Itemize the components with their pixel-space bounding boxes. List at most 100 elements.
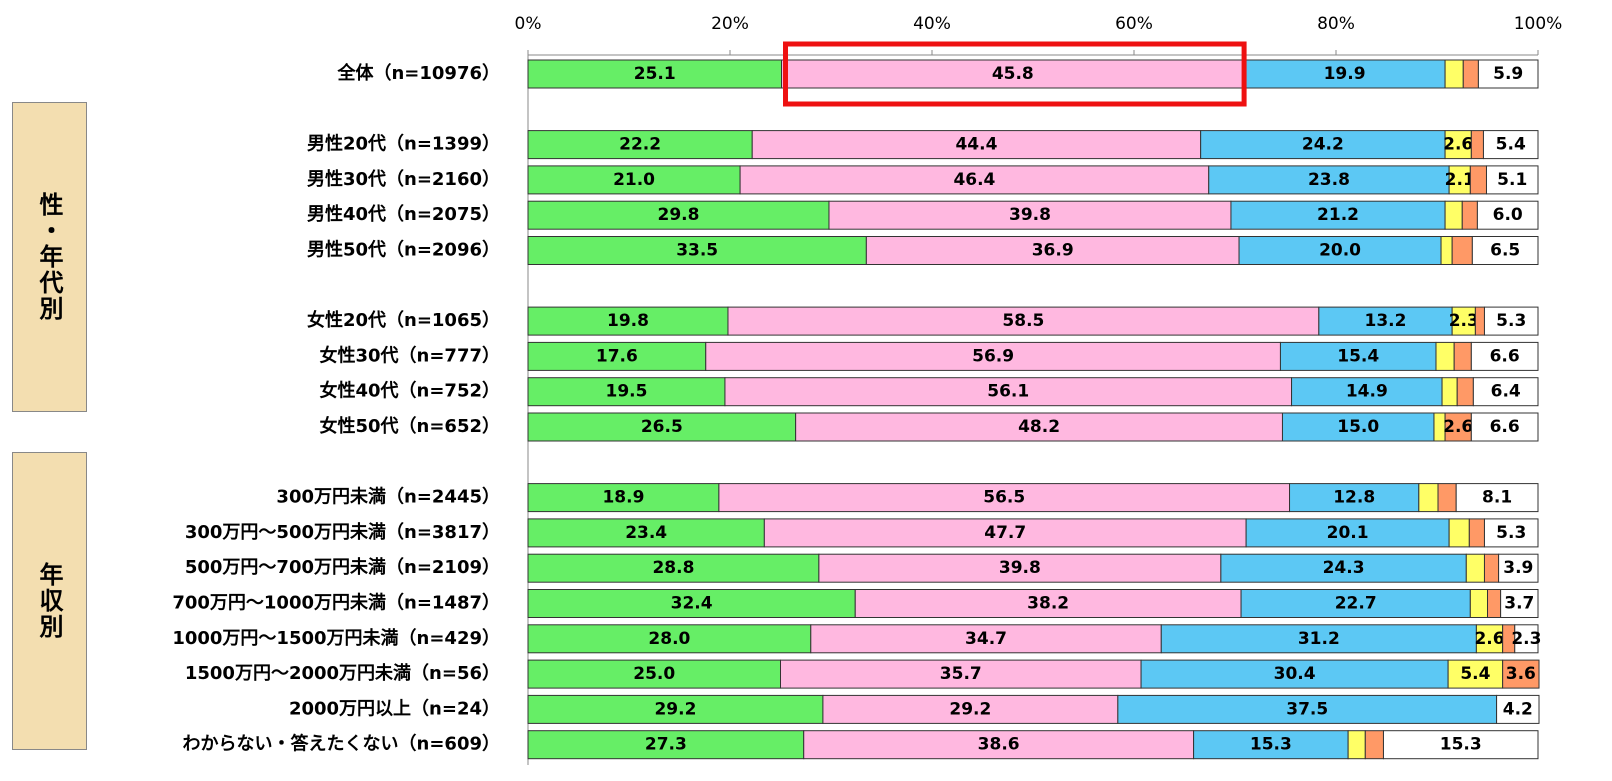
bar-segment	[1483, 553, 1500, 583]
bar-segment	[1281, 412, 1435, 442]
group-box: 年収別	[12, 452, 87, 750]
data-label: 15.3	[1250, 735, 1292, 755]
data-label: 21.0	[613, 170, 655, 190]
category-label: 男性50代（n=2096）	[307, 239, 500, 261]
bar-segment	[527, 694, 824, 724]
bar-segment	[1230, 200, 1446, 230]
bar-segment	[751, 130, 1202, 160]
data-label: 38.6	[978, 735, 1020, 755]
bar-segment	[1477, 59, 1539, 89]
bar-segment	[1193, 730, 1349, 760]
bar-segment	[828, 200, 1232, 230]
data-label: 28.0	[648, 629, 690, 649]
bar-segment	[1444, 130, 1472, 160]
bar-segment	[1140, 659, 1449, 689]
bar-segment	[527, 130, 753, 160]
bar-segment	[527, 589, 856, 618]
category-label: 男性30代（n=2160）	[307, 168, 500, 190]
data-label: 38.2	[1027, 594, 1069, 614]
bar-segment	[1347, 730, 1366, 760]
category-label: 300万円未満（n=2445）	[276, 486, 500, 508]
data-label: 39.8	[999, 558, 1041, 578]
bar-segment	[527, 59, 783, 89]
data-label: 2.3	[1449, 311, 1479, 331]
data-label: 3.9	[1503, 558, 1533, 578]
bar-segment	[1474, 306, 1485, 336]
bar-segment	[705, 341, 1281, 371]
bar-segment	[739, 165, 1210, 195]
data-label: 46.4	[953, 170, 995, 190]
data-label: 35.7	[940, 664, 982, 684]
data-label: 2.6	[1443, 417, 1473, 437]
data-label: 15.0	[1337, 417, 1379, 437]
data-label: 2.6	[1443, 135, 1473, 155]
data-label: 2.1	[1445, 170, 1475, 190]
data-label: 8.1	[1482, 488, 1512, 508]
data-label: 6.6	[1490, 346, 1520, 366]
data-label: 22.7	[1335, 594, 1377, 614]
bar-segment	[1444, 200, 1463, 230]
bar-segment	[1382, 730, 1539, 760]
category-label: わからない・答えたくない（n=609）	[183, 733, 500, 755]
data-label: 25.1	[634, 64, 676, 84]
bar-segment	[1483, 306, 1539, 336]
bar-segment	[795, 412, 1283, 442]
bar-segment	[1470, 412, 1539, 442]
bar-segment	[803, 730, 1195, 760]
data-label: 32.4	[671, 594, 713, 614]
bar-segment	[1435, 341, 1455, 371]
data-label: 13.2	[1365, 311, 1407, 331]
bar-segment	[527, 306, 729, 336]
data-label: 47.7	[984, 523, 1026, 543]
bar-segment	[1441, 377, 1458, 407]
bar-segment	[1476, 200, 1539, 230]
bar-segment	[1291, 377, 1443, 407]
data-label: 5.3	[1496, 523, 1526, 543]
data-label: 19.9	[1324, 64, 1366, 84]
data-label: 6.4	[1491, 382, 1521, 402]
x-tick-label: 0%	[515, 14, 542, 34]
bar-segment	[1418, 483, 1439, 513]
bar-segment	[1444, 59, 1464, 89]
data-label: 17.6	[596, 346, 638, 366]
data-label: 14.9	[1346, 382, 1388, 402]
bar-segment	[818, 553, 1222, 583]
bar-segment	[1469, 589, 1488, 618]
data-label: 3.6	[1506, 664, 1536, 684]
bar-segment	[1364, 730, 1384, 760]
data-label: 20.1	[1327, 523, 1369, 543]
group-label: 性・年代別	[35, 192, 63, 322]
bar-segment	[527, 377, 726, 407]
bar-segment	[1470, 341, 1539, 371]
data-label: 6.6	[1490, 417, 1520, 437]
category-label: 男性20代（n=1399）	[307, 133, 500, 155]
data-label: 25.0	[633, 664, 675, 684]
bar-segment	[1448, 518, 1470, 548]
bar-segment	[527, 200, 830, 230]
bar-segment	[527, 483, 720, 513]
bar-segment	[780, 659, 1142, 689]
data-label: 23.4	[625, 523, 667, 543]
data-label: 56.5	[983, 488, 1025, 508]
bar-segment	[1496, 694, 1540, 724]
data-label: 5.4	[1496, 135, 1526, 155]
bar-segment	[527, 553, 820, 583]
category-label: 1500万円～2000万円未満（n=56）	[185, 662, 500, 684]
highlight-box	[783, 41, 1247, 107]
bar-segment	[763, 518, 1247, 548]
data-label: 4.2	[1503, 699, 1533, 719]
category-label: 男性40代（n=2075）	[307, 203, 500, 225]
data-label: 6.5	[1490, 241, 1520, 261]
bar-segment	[1160, 624, 1477, 654]
data-label: 29.8	[658, 205, 700, 225]
data-label: 5.3	[1496, 311, 1526, 331]
x-tick-label: 60%	[1115, 14, 1153, 34]
data-label: 34.7	[965, 629, 1007, 649]
bar-segment	[1469, 165, 1487, 195]
data-label: 3.7	[1504, 594, 1534, 614]
bar-segment	[1117, 694, 1498, 724]
group-box: 性・年代別	[12, 102, 87, 412]
category-label: 300万円～500万円未満（n=3817）	[185, 521, 500, 543]
x-tick-label: 20%	[711, 14, 749, 34]
